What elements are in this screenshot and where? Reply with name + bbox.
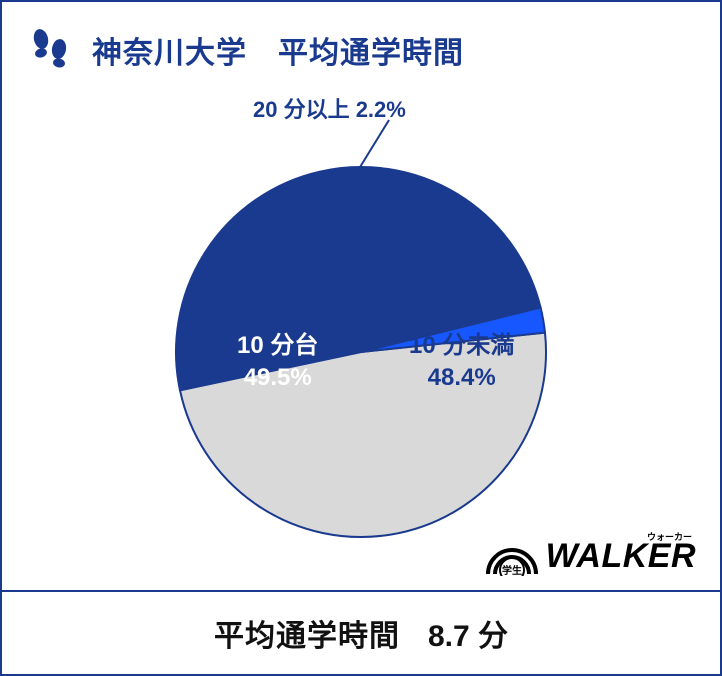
logo-text-block: ウォーカー WALKER — [546, 530, 696, 576]
pie-label-under10: 10 分未満48.4% — [409, 330, 514, 395]
page-title: 神奈川大学 平均通学時間 — [92, 28, 464, 72]
footsteps-icon — [26, 26, 74, 74]
callout-leader — [357, 120, 389, 172]
logo-main-text: WALKER — [546, 537, 696, 576]
pie-label-teens: 10 分台49.5% — [237, 330, 318, 395]
pie-callout-over20: 20 分以上 2.2% — [253, 92, 406, 124]
chart-area: 神奈川大学 平均通学時間 10 分未満48.4% 10 分台49.5% 20 分以上… — [2, 2, 720, 592]
footer-bar: 平均通学時間 8.7 分 — [2, 592, 720, 674]
svg-text:学生: 学生 — [502, 564, 522, 576]
header: 神奈川大学 平均通学時間 — [26, 26, 696, 74]
pie-svg — [161, 92, 561, 552]
pie-chart: 10 分未満48.4% 10 分台49.5% 20 分以上 2.2% — [161, 92, 561, 552]
average-value: 8.7 分 — [428, 611, 508, 655]
chart-card: 神奈川大学 平均通学時間 10 分未満48.4% 10 分台49.5% 20 分以上… — [0, 0, 722, 676]
logo-arcs-icon: 学生 — [484, 530, 540, 576]
average-label: 平均通学時間 — [214, 611, 400, 655]
brand-logo: 学生 ウォーカー WALKER — [484, 530, 696, 576]
